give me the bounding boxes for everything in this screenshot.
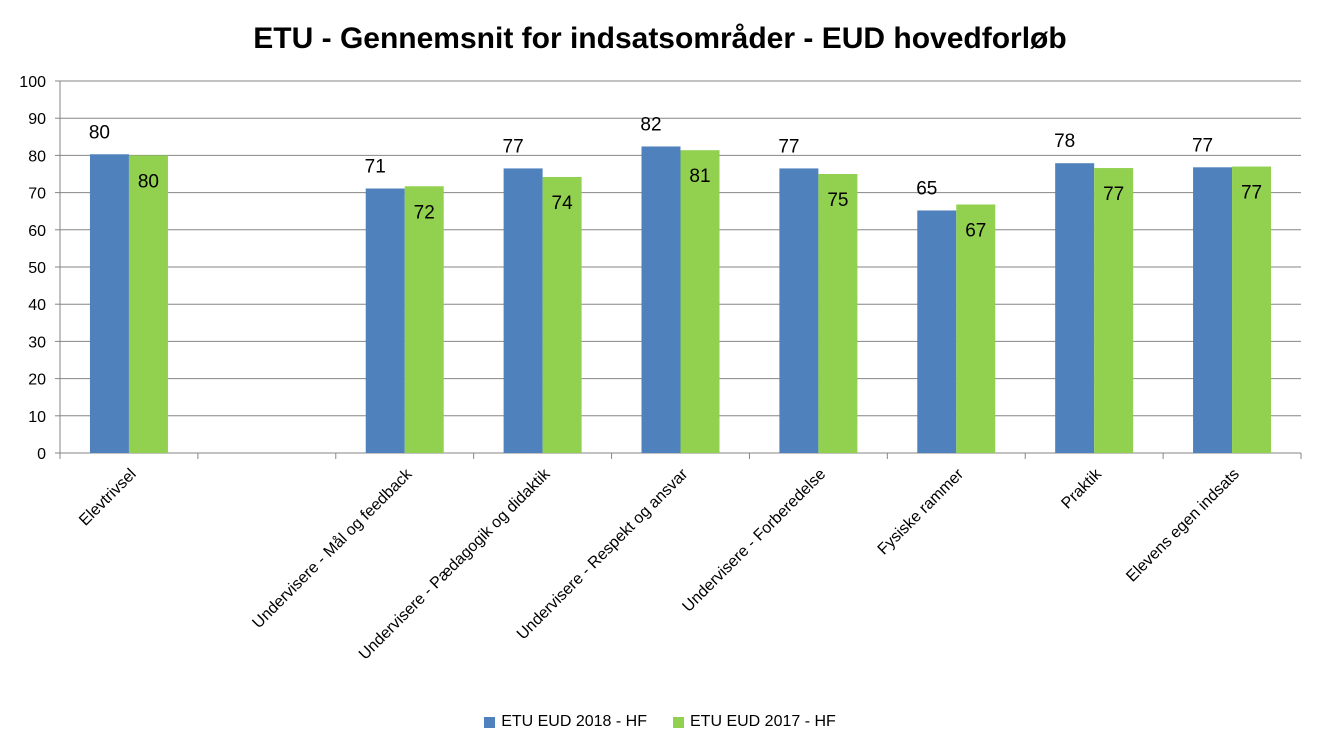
y-tick-label: 60 xyxy=(28,223,46,240)
x-tick-label: Fysiske rammer xyxy=(875,465,968,558)
legend-item-2017: ETU EUD 2017 - HF xyxy=(673,713,836,731)
data-label: 77 xyxy=(1241,183,1262,204)
x-tick-label: Undervisere - Mål og feedback xyxy=(249,464,417,632)
y-tick-label: 50 xyxy=(28,260,46,277)
data-label: 77 xyxy=(1192,135,1213,156)
data-label: 65 xyxy=(916,178,937,199)
x-tick-label: Elevens egen indsats xyxy=(1123,466,1243,586)
bar xyxy=(917,210,957,453)
data-label: 77 xyxy=(1103,184,1124,205)
bar xyxy=(1193,167,1233,453)
bar xyxy=(404,186,444,453)
bar xyxy=(542,176,582,453)
data-label: 67 xyxy=(965,221,986,242)
data-label: 82 xyxy=(640,114,661,135)
chart-title: ETU - Gennemsnit for indsatsområder - EU… xyxy=(253,22,1067,55)
data-label: 77 xyxy=(503,136,524,157)
bar xyxy=(1094,168,1134,453)
legend-item-2018: ETU EUD 2018 - HF xyxy=(484,713,647,731)
data-label: 78 xyxy=(1054,131,1075,152)
data-label: 81 xyxy=(689,166,710,187)
bar xyxy=(641,146,681,454)
bar xyxy=(818,174,858,453)
y-tick-label: 20 xyxy=(28,372,46,389)
x-tick-label: Undervisere - Respekt og ansvar xyxy=(514,465,692,643)
y-tick-label: 80 xyxy=(28,148,46,165)
y-tick-label: 10 xyxy=(28,409,46,426)
data-label: 72 xyxy=(414,202,435,223)
bar xyxy=(365,188,405,453)
data-label: 71 xyxy=(365,157,386,178)
legend-label-2017: ETU EUD 2017 - HF xyxy=(690,713,836,730)
y-tick-label: 70 xyxy=(28,186,46,203)
x-tick-label: Undervisere - Forberedelse xyxy=(679,466,829,616)
data-label: 80 xyxy=(89,122,110,143)
x-tick-label: Praktik xyxy=(1058,465,1105,512)
y-tick-label: 100 xyxy=(19,74,46,91)
data-label: 75 xyxy=(827,190,848,211)
y-tick-label: 90 xyxy=(28,111,46,128)
bar xyxy=(1055,163,1095,453)
legend-swatch-2018 xyxy=(484,716,496,728)
legend-swatch-2017 xyxy=(673,716,684,728)
bar xyxy=(956,204,996,453)
y-tick-label: 40 xyxy=(28,297,46,314)
data-label: 74 xyxy=(552,193,574,214)
x-tick-label: Elevtrivsel xyxy=(76,466,140,530)
bar xyxy=(89,154,129,453)
bar xyxy=(1232,166,1272,453)
data-label: 80 xyxy=(138,171,159,192)
y-tick-label: 30 xyxy=(28,334,46,351)
y-tick-label: 0 xyxy=(37,446,46,463)
bar xyxy=(779,168,819,454)
data-label: 77 xyxy=(778,136,799,157)
bar xyxy=(680,150,720,453)
bar xyxy=(503,168,543,454)
legend: ETU EUD 2018 - HF ETU EUD 2017 - HF xyxy=(0,713,1320,731)
legend-label-2018: ETU EUD 2018 - HF xyxy=(501,713,647,730)
bar xyxy=(128,155,168,453)
